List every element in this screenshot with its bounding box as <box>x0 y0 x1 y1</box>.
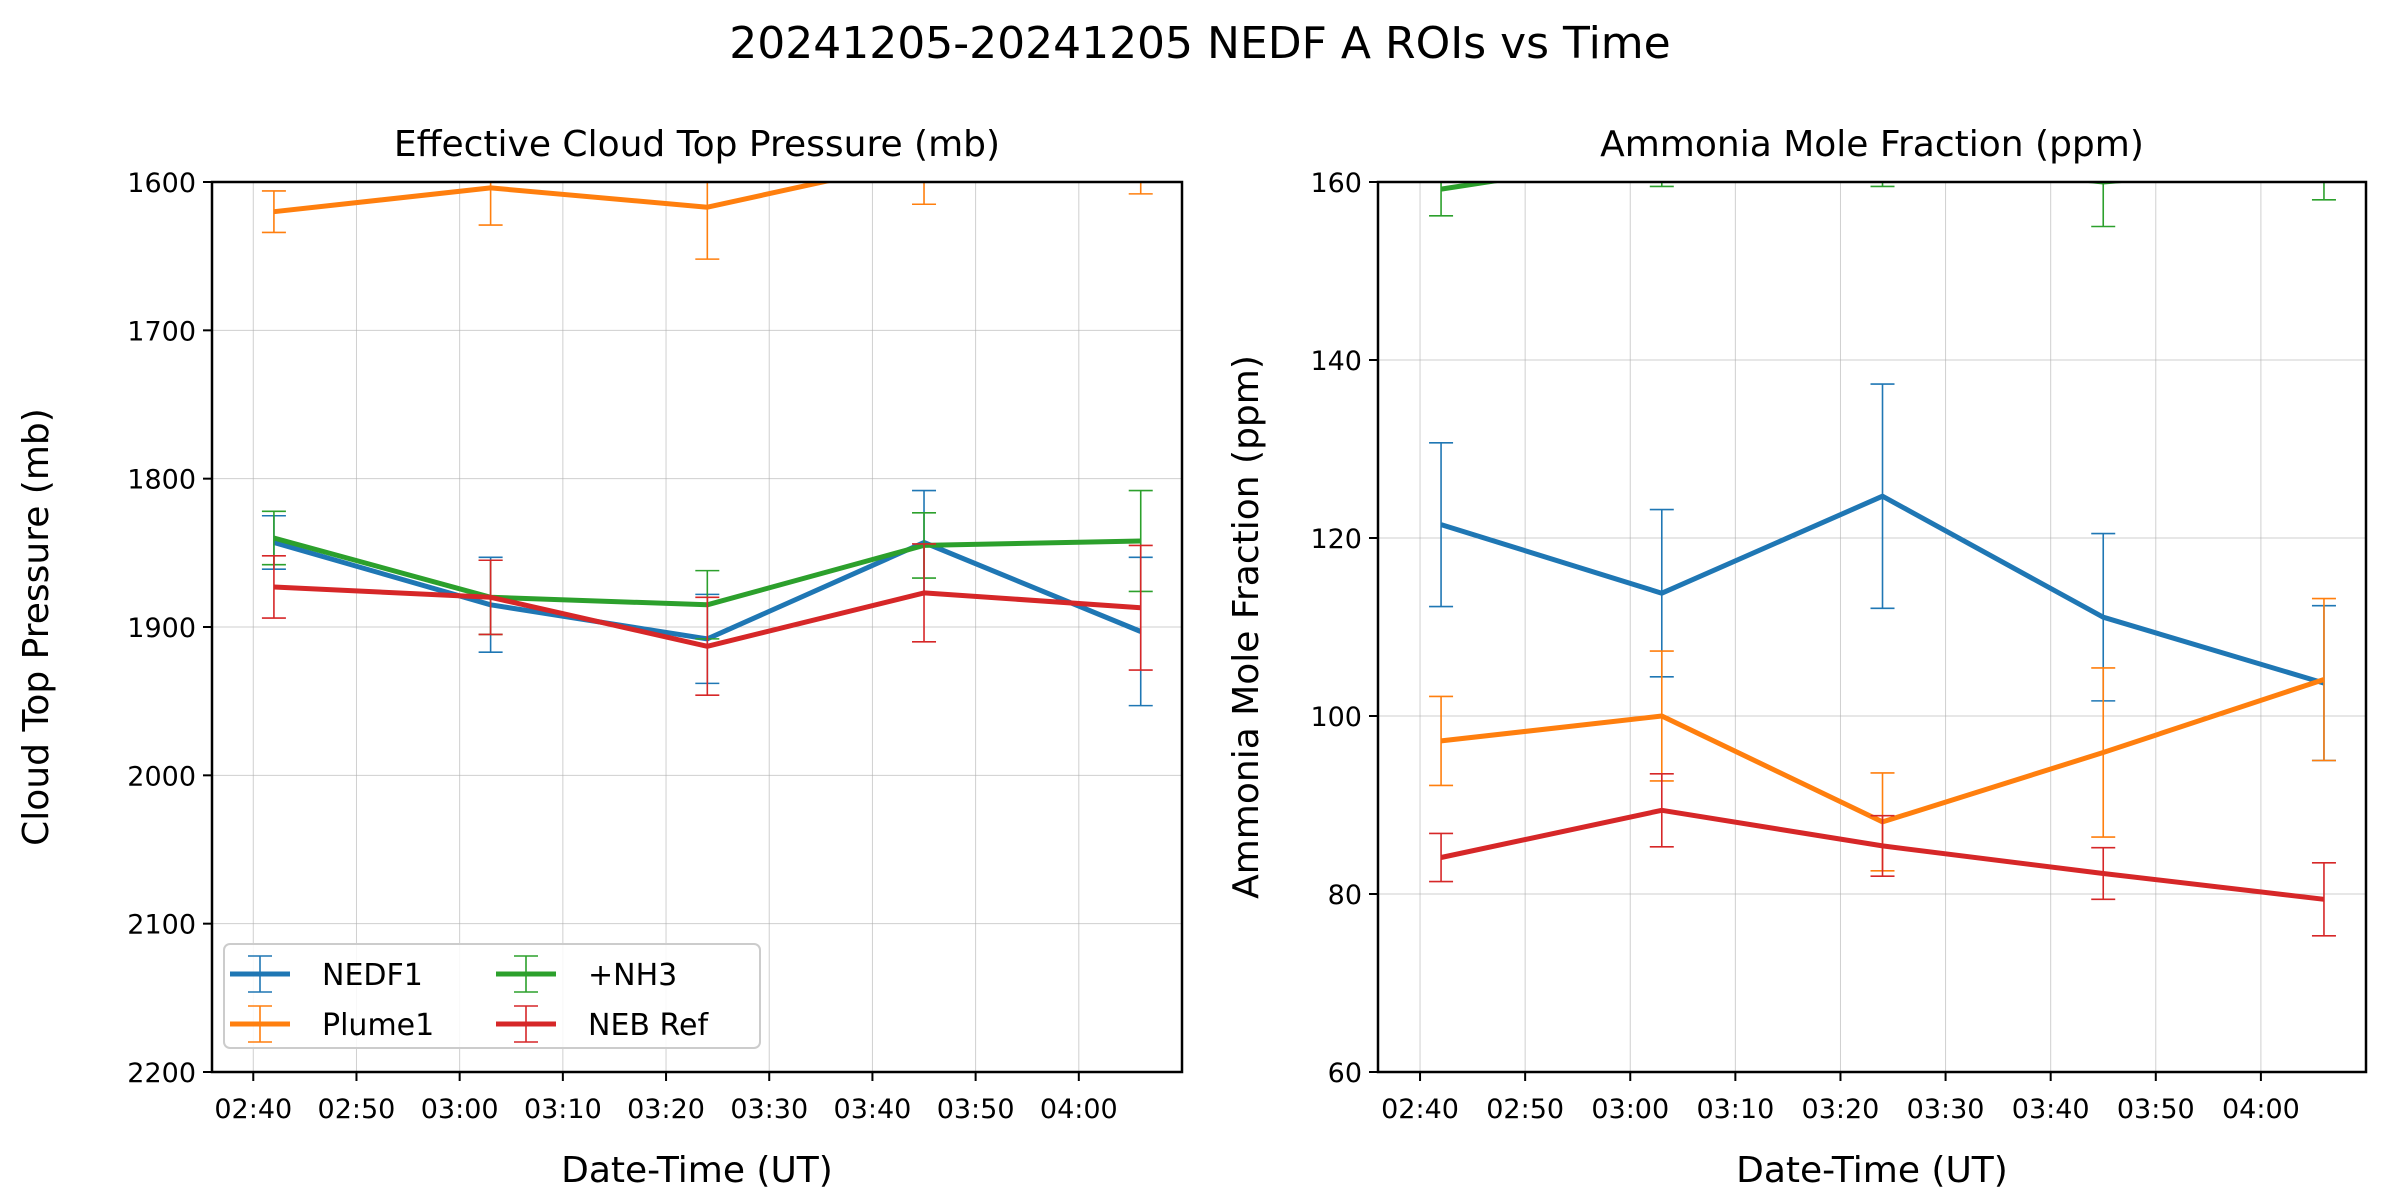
ammonia-panel-title: Ammonia Mole Fraction (ppm) <box>1600 124 2144 165</box>
ammonia-errorbar-plume1 <box>1429 695 1454 787</box>
pressure-ytick-label: 2100 <box>127 910 196 941</box>
pressure-x-axis-label: Date-Time (UT) <box>561 1150 833 1191</box>
ammonia-errorbar-nh3 <box>2311 182 2336 201</box>
ammonia-ytick-label: 120 <box>1310 524 1362 555</box>
pressure-xtick-label: 02:40 <box>214 1094 292 1125</box>
pressure-xtick-label: 03:00 <box>421 1094 499 1125</box>
ammonia-xtick-label: 03:10 <box>1696 1094 1774 1125</box>
ammonia-xtick-label: 03:30 <box>1907 1094 1985 1125</box>
pressure-errorbar-neb-ref <box>695 596 720 697</box>
pressure-errorbar-neb-ref <box>1128 544 1153 671</box>
ammonia-ytick-label: 80 <box>1328 880 1362 911</box>
ammonia-errorbar-nedf1 <box>1429 441 1454 608</box>
ammonia-xtick-label: 02:50 <box>1486 1094 1564 1125</box>
legend-entry-nedf1: NEDF1 <box>230 955 423 993</box>
pressure-ytick-label: 2200 <box>127 1058 196 1089</box>
pressure-ytick-label: 1700 <box>127 316 196 347</box>
ammonia-xtick-label: 02:40 <box>1381 1094 1459 1125</box>
pressure-xtick-label: 03:10 <box>524 1094 602 1125</box>
ammonia-ytick-label: 140 <box>1310 346 1362 377</box>
pressure-errorbar-plume1 <box>478 182 503 226</box>
ammonia-errorbar-nedf1 <box>1870 383 1895 610</box>
ammonia-errorbar-nh3 <box>1429 182 1454 217</box>
ammonia-ytick-label: 160 <box>1310 168 1362 199</box>
ammonia-errorbar-plume1 <box>2311 597 2336 762</box>
legend-label: Plume1 <box>322 1008 434 1043</box>
pressure-ytick-label: 1600 <box>127 168 196 199</box>
ammonia-ytick-label: 60 <box>1328 1058 1362 1089</box>
cloud-pressure-chart: 1600 1700 1800 1900 2000 2100 2200 02:40 02:50 03… <box>16 124 1184 1191</box>
ammonia-x-axis-label: Date-Time (UT) <box>1736 1150 2008 1191</box>
ammonia-xtick-label: 03:50 <box>2117 1094 2195 1125</box>
ammonia-errorbar-plume1 <box>2091 667 2116 838</box>
pressure-ytick-label: 2000 <box>127 761 196 792</box>
ammonia-errorbar-neb-ref <box>1649 773 1674 848</box>
pressure-errorbar-plume1 <box>1128 182 1153 195</box>
ammonia-xtick-label: 04:00 <box>2222 1094 2300 1125</box>
legend-label: NEB Ref <box>588 1008 709 1043</box>
ammonia-errorbar-neb-ref <box>2311 862 2336 937</box>
pressure-errorbar-neb-ref <box>912 543 937 643</box>
ammonia-errorbar-neb-ref <box>1870 814 1895 878</box>
ammonia-errorbar-nh3 <box>1870 182 1895 188</box>
ammonia-y-axis-label: Ammonia Mole Fraction (ppm) <box>1226 355 1267 899</box>
ammonia-ytick-label: 100 <box>1310 702 1362 733</box>
pressure-xtick-label: 03:50 <box>937 1094 1015 1125</box>
legend-entry-neb-ref: NEB Ref <box>496 1005 709 1043</box>
pressure-ytick-label: 1900 <box>127 613 196 644</box>
pressure-data <box>261 182 1153 707</box>
pressure-errorbar-plume1 <box>695 182 720 260</box>
ammonia-xtick-label: 03:00 <box>1591 1094 1669 1125</box>
pressure-xtick-label: 04:00 <box>1040 1094 1118 1125</box>
ammonia-errorbar-nh3 <box>1649 182 1674 188</box>
pressure-errorbar-neb-ref <box>261 554 286 619</box>
ammonia-errorbar-neb-ref <box>2091 846 2116 901</box>
legend-entry-plume1: Plume1 <box>230 1005 434 1043</box>
pressure-axes-frame <box>210 180 1184 1074</box>
legend-box <box>223 943 761 1049</box>
pressure-xtick-label: 02:50 <box>318 1094 396 1125</box>
pressure-panel-title: Effective Cloud Top Pressure (mb) <box>394 124 1000 165</box>
legend-label: NEDF1 <box>322 958 423 993</box>
legend-entry-nh3: +NH3 <box>496 955 677 993</box>
ammonia-errorbar-nh3 <box>2091 182 2116 228</box>
pressure-errorbar-plume1 <box>261 190 286 234</box>
pressure-ytick-label: 1800 <box>127 465 196 496</box>
legend-label: +NH3 <box>588 958 677 993</box>
ammonia-xtick-label: 03:40 <box>2012 1094 2090 1125</box>
ammonia-data <box>1429 182 2336 937</box>
ammonia-axes-frame <box>1376 180 2368 1074</box>
pressure-errorbar-plume1 <box>912 182 937 206</box>
pressure-xtick-label: 03:40 <box>834 1094 912 1125</box>
pressure-xtick-label: 03:20 <box>627 1094 705 1125</box>
pressure-y-axis-label: Cloud Top Pressure (mb) <box>16 408 57 846</box>
figure-title: 20241205-20241205 NEDF A ROIs vs Time <box>729 18 1670 69</box>
pressure-xtick-label: 03:30 <box>730 1094 808 1125</box>
ammonia-errorbar-neb-ref <box>1429 832 1454 883</box>
pressure-errorbar-neb-ref <box>478 559 503 636</box>
ammonia-xtick-label: 03:20 <box>1802 1094 1880 1125</box>
ammonia-chart: 60 80 100 120 140 160 02:40 02:50 03:00 03:10 03:2… <box>1226 124 2368 1191</box>
